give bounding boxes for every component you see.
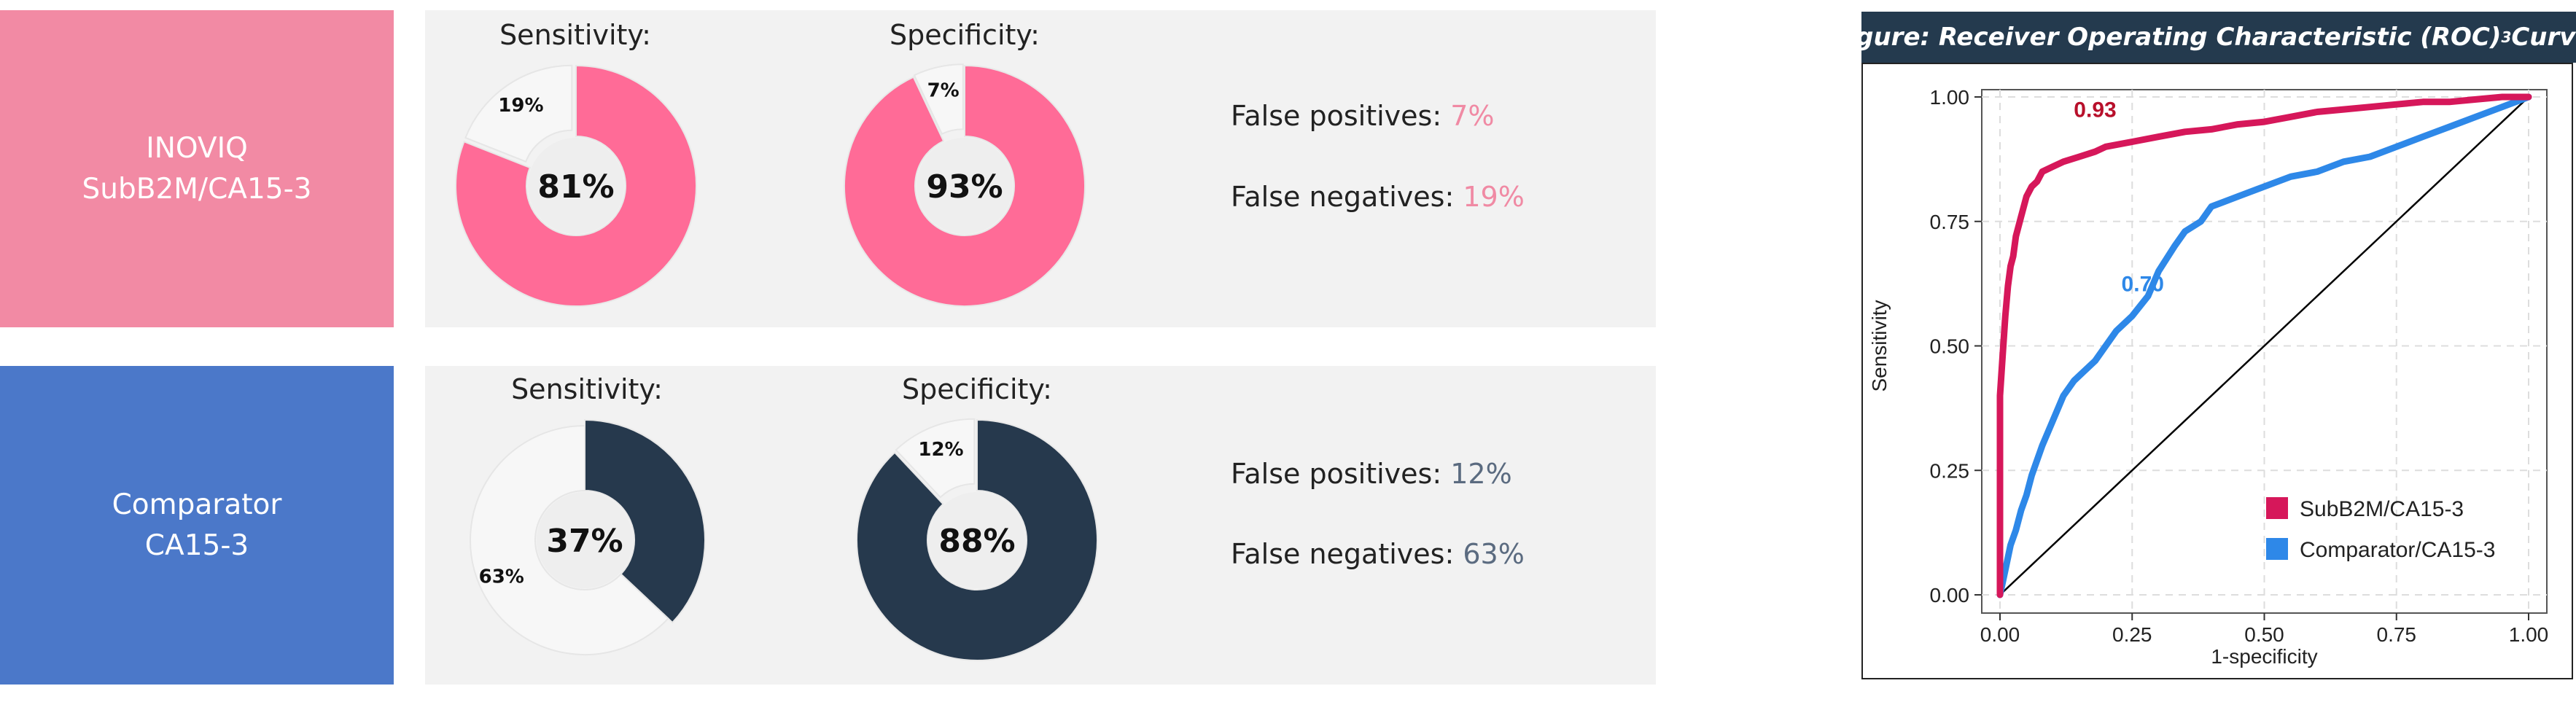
inoviq-label-line-2: SubB2M/CA15-3 <box>82 172 312 206</box>
comparator-specificity-donut: 88% 12% <box>856 418 1098 661</box>
inoviq-fp-value: 7% <box>1450 100 1495 132</box>
roc-xtick-label: 0.00 <box>1980 623 2020 646</box>
comparator-fn-value: 63% <box>1463 538 1525 570</box>
inoviq-specificity-rest-slice <box>913 63 964 136</box>
comparator-specificity-main-slice <box>856 418 1098 661</box>
inoviq-sensitivity-center-hole <box>528 138 624 234</box>
inoviq-specificity-donut: 93% 7% <box>844 63 1086 307</box>
comparator-sensitivity-center-label: 37% <box>546 523 623 560</box>
inoviq-sensitivity-main-slice <box>455 64 697 307</box>
comparator-sensitivity-donut: 37% 63% <box>470 418 706 655</box>
roc-header-superscript: 3 <box>2501 28 2512 46</box>
roc-ytick-label: 0.00 <box>1930 584 1970 607</box>
comparator-fp-label: False positives: <box>1231 458 1442 490</box>
comparator-label-line-2: CA15-3 <box>144 529 249 562</box>
comparator-label-line-1: Comparator <box>112 488 282 521</box>
inoviq-specificity-main-slice <box>844 64 1086 307</box>
roc-auc-annotation: 0.93 <box>2074 98 2116 122</box>
comparator-specificity-rest-label: 12% <box>918 439 963 461</box>
comparator-sensitivity-center-hole <box>537 492 633 588</box>
inoviq-label-box: INOVIQ SubB2M/CA15-3 <box>0 10 394 327</box>
roc-auc-annotation: 0.70 <box>2122 272 2164 296</box>
inoviq-specificity-rest-label: 7% <box>927 80 960 102</box>
roc-xtick-label: 1.00 <box>2509 623 2549 646</box>
comparator-label-box: Comparator CA15-3 <box>0 366 394 685</box>
comparator-sensitivity-main-slice <box>584 418 706 624</box>
comparator-sensitivity-title: Sensitivity: <box>511 373 663 405</box>
roc-chart: 0.00 0.00 0.25 0.25 0.50 0.50 0.75 0.75 1.00 1.00… <box>1861 63 2573 679</box>
roc-legend-label: SubB2M/CA15-3 <box>2300 497 2464 521</box>
inoviq-sensitivity-center-label: 81% <box>537 168 614 206</box>
roc-xtick-label: 0.50 <box>2244 623 2284 646</box>
inoviq-specificity-center-hole <box>917 138 1013 234</box>
comparator-specificity-rest-slice <box>895 418 976 499</box>
roc-legend-label: Comparator/CA15-3 <box>2300 538 2495 562</box>
roc-header-suffix: Curves <box>2511 23 2576 52</box>
inoviq-specificity-center-label: 93% <box>926 168 1003 206</box>
roc-x-axis-label: 1-specificity <box>2211 645 2317 668</box>
roc-ytick-label: 1.00 <box>1930 86 1970 109</box>
comparator-specificity-title: Specificity: <box>902 373 1052 405</box>
roc-ytick-label: 0.50 <box>1930 335 1970 358</box>
inoviq-sensitivity-donut: 81% 19% <box>455 64 697 307</box>
roc-series-comparator <box>1996 93 2532 598</box>
inoviq-fp-label: False positives: <box>1231 100 1442 132</box>
roc-xtick-label: 0.25 <box>2112 623 2152 646</box>
roc-ytick-label: 0.25 <box>1930 459 1970 482</box>
inoviq-sensitivity-rest-slice <box>464 64 573 163</box>
roc-legend-swatch <box>2266 538 2288 560</box>
roc-series-subb2m <box>1996 93 2532 598</box>
inoviq-fn-label: False negatives: <box>1231 181 1455 213</box>
comparator-sensitivity-rest-slice <box>470 424 669 655</box>
inoviq-false-positives: False positives: 7% <box>1231 100 1495 132</box>
comparator-false-positives: False positives: 12% <box>1231 458 1512 490</box>
comparator-fp-value: 12% <box>1450 458 1512 490</box>
inoviq-fn-value: 19% <box>1463 181 1525 213</box>
roc-y-axis-label: Sensitivity <box>1868 300 1891 391</box>
inoviq-label-line-1: INOVIQ <box>146 131 248 165</box>
roc-figure-header: Figure: Receiver Operating Characteristi… <box>1830 12 2576 63</box>
inoviq-false-negatives: False negatives: 19% <box>1231 181 1525 213</box>
roc-series-reference <box>1999 95 2530 596</box>
inoviq-sensitivity-rest-label: 19% <box>498 95 543 117</box>
comparator-specificity-center-hole <box>929 492 1025 588</box>
roc-xtick-label: 0.75 <box>2377 623 2417 646</box>
roc-header-prefix: Figure: Receiver Operating Characteristi… <box>1830 23 2502 52</box>
roc-ytick-label: 0.75 <box>1930 211 1970 233</box>
roc-plot-area <box>1981 89 2548 614</box>
comparator-specificity-center-label: 88% <box>938 523 1015 560</box>
comparator-sensitivity-rest-label: 63% <box>479 566 524 588</box>
roc-legend-swatch <box>2266 497 2288 519</box>
inoviq-specificity-title: Specificity: <box>890 19 1040 51</box>
inoviq-sensitivity-title: Sensitivity: <box>499 19 651 51</box>
comparator-fn-label: False negatives: <box>1231 538 1455 570</box>
comparator-false-negatives: False negatives: 63% <box>1231 538 1525 570</box>
